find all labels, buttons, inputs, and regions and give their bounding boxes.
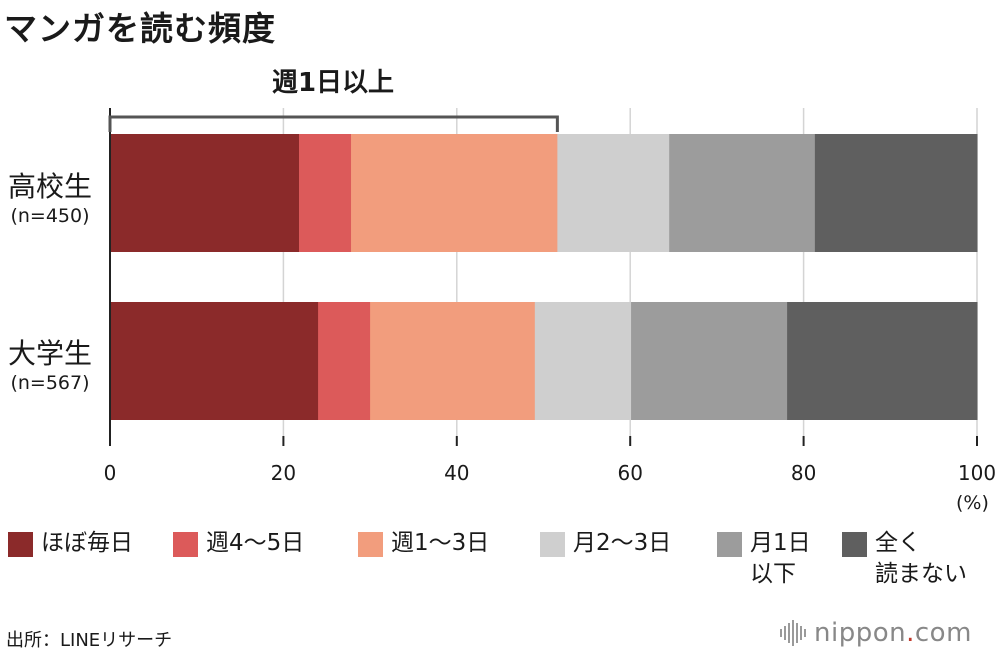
bar-segments: [110, 134, 978, 420]
bar-segment: [534, 302, 632, 420]
bar-segment: [814, 134, 978, 252]
legend-swatch: [842, 532, 867, 557]
logo-mark-icon: [780, 620, 806, 646]
bar-segment: [669, 134, 816, 252]
legend-swatch: [8, 532, 33, 557]
chart-title: マンガを読む頻度: [4, 9, 276, 48]
legend-swatch: [358, 532, 383, 557]
bar-segment: [787, 302, 978, 420]
axis-unit: (%): [956, 492, 989, 514]
x-tick-label: 100: [958, 461, 996, 485]
logo-text: nippon.com: [814, 618, 972, 648]
bar-segment: [370, 302, 536, 420]
legend: ほぼ毎日 週4〜5日 週1〜3日 月2〜3日 月1日 以下 全く 読まない: [0, 528, 1000, 598]
legend-label: ほぼ毎日: [41, 530, 133, 556]
legend-swatch: [173, 532, 198, 557]
legend-item: ほぼ毎日: [8, 528, 133, 559]
legend-swatch: [717, 532, 742, 557]
logo-name: nippon: [814, 618, 907, 648]
legend-item: 週4〜5日: [173, 528, 304, 559]
legend-label: 週4〜5日: [206, 530, 305, 556]
logo-dot: .: [906, 618, 915, 648]
category-label-highschool: 高校生 (n=450): [0, 170, 100, 228]
bar-segment: [631, 302, 788, 420]
bracket-label: 週1日以上: [271, 68, 395, 98]
chart-plot: 0 20 40 60 80 100: [104, 108, 996, 485]
category-label-university: 大学生 (n=567): [0, 337, 100, 395]
nippon-logo[interactable]: nippon.com: [780, 618, 972, 648]
legend-item: 全く 読まない: [842, 528, 967, 590]
logo-suffix: com: [914, 618, 972, 648]
x-tick-label: 80: [791, 461, 816, 485]
category-name: 大学生: [7, 337, 92, 370]
x-tick-label: 20: [271, 461, 296, 485]
legend-item: 月2〜3日: [540, 528, 671, 559]
bracket-line: [108, 115, 559, 132]
bar-segment: [351, 134, 558, 252]
legend-item: 週1〜3日: [358, 528, 489, 559]
x-axis: 0 20 40 60 80 100: [104, 108, 996, 485]
legend-label: 週1〜3日: [391, 530, 490, 556]
bracket: [108, 115, 559, 132]
category-n: (n=450): [10, 205, 90, 227]
legend-label: 月1日 以下: [750, 530, 811, 587]
bar-segment: [110, 302, 319, 420]
category-n: (n=567): [10, 372, 90, 394]
bar-segment: [299, 134, 352, 252]
legend-label: 月2〜3日: [573, 530, 672, 556]
legend-swatch: [540, 532, 565, 557]
x-tick-label: 0: [104, 461, 117, 485]
x-tick-label: 60: [617, 461, 642, 485]
category-name: 高校生: [7, 170, 92, 203]
bar-segment: [110, 134, 300, 252]
source-note: 出所：LINEリサーチ: [6, 630, 173, 651]
bar-segment: [557, 134, 670, 252]
legend-label: 全く 読まない: [875, 530, 967, 587]
legend-item: 月1日 以下: [717, 528, 811, 590]
x-tick-label: 40: [444, 461, 469, 485]
bar-segment: [318, 302, 371, 420]
